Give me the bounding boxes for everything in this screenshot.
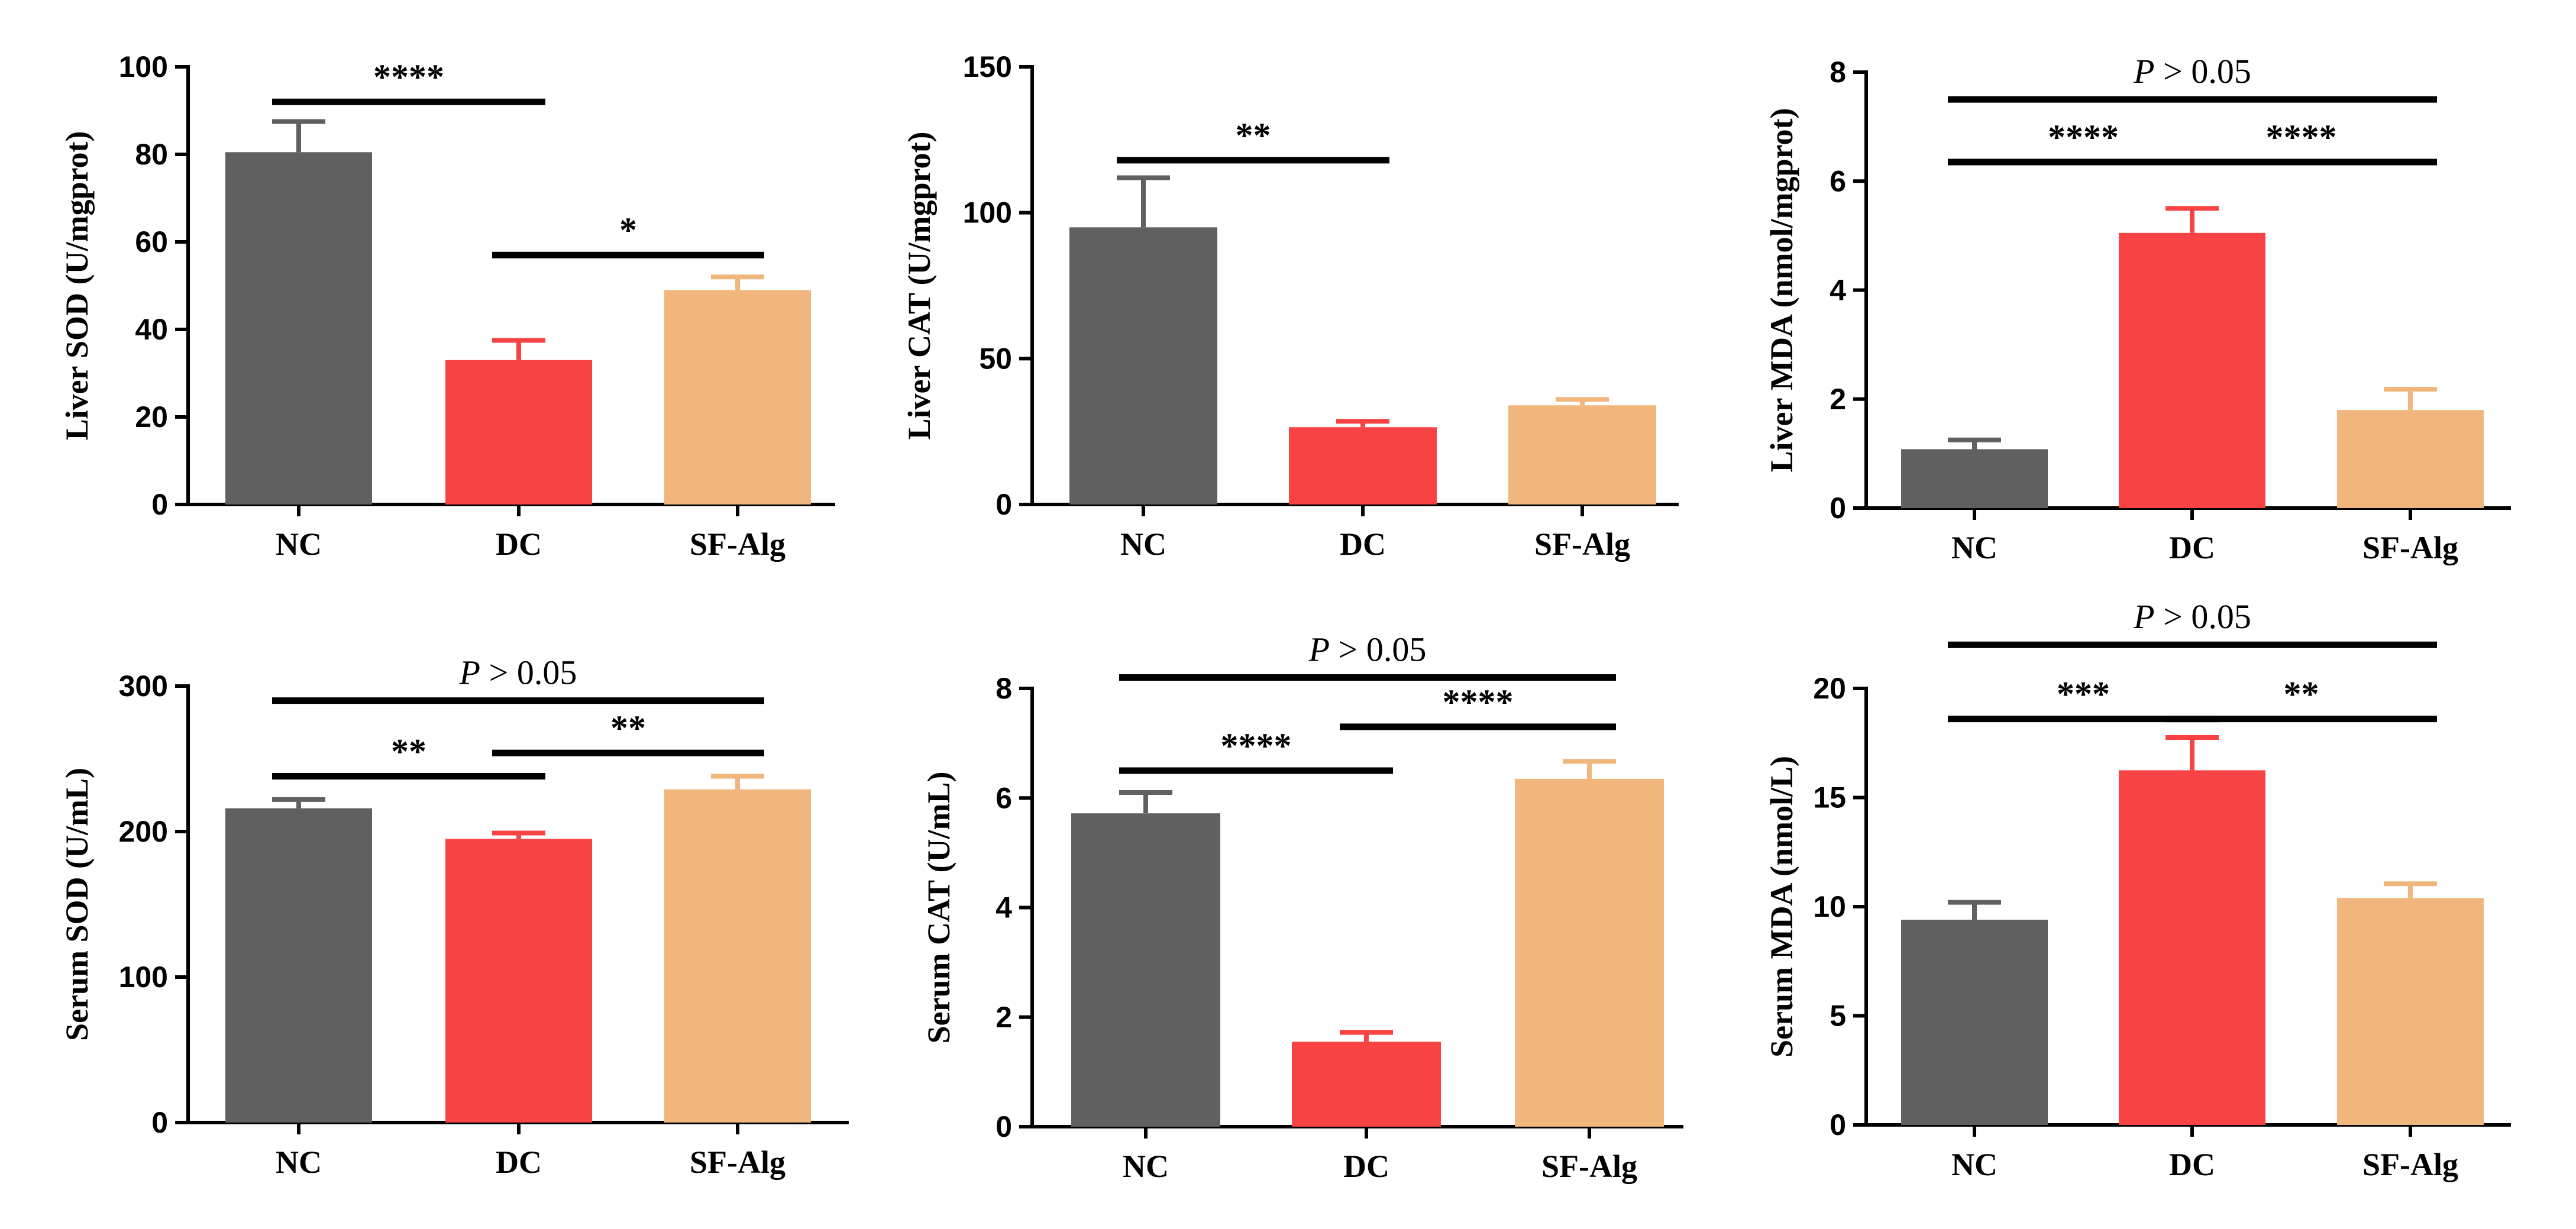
y-tick-label: 60 <box>135 225 168 258</box>
x-tick-label: SF-Alg <box>1534 526 1630 562</box>
y-tick-label: 0 <box>1830 1108 1846 1141</box>
y-tick-label: 5 <box>1830 1000 1846 1033</box>
bar-sf-alg <box>664 290 811 504</box>
significance-label: ** <box>391 732 426 771</box>
y-tick-label: 200 <box>119 815 168 848</box>
y-axis-title: Liver MDA (nmol/mgprot) <box>1764 108 1799 473</box>
x-tick-label: DC <box>1340 526 1386 562</box>
bar-dc <box>445 839 592 1123</box>
panel-liver-cat: 0 50 100 150 Liver CAT (U/mgprot) NC DC SF-Alg *… <box>901 50 1679 562</box>
significance-label: P > 0.05 <box>1308 630 1427 668</box>
significance-label: * <box>619 211 637 250</box>
y-tick-label: 100 <box>119 50 168 83</box>
significance-label: P > 0.05 <box>2133 52 2251 90</box>
y-tick-label: 100 <box>119 960 168 994</box>
y-tick-label: 40 <box>135 313 168 346</box>
bar-sf-alg <box>2337 898 2484 1125</box>
bar-sf-alg <box>2337 410 2484 508</box>
bar-nc <box>1071 813 1220 1127</box>
y-tick-label: 300 <box>119 670 168 703</box>
x-tick-label: SF-Alg <box>690 526 786 562</box>
bar-sf-alg <box>1508 405 1656 504</box>
x-tick-label: DC <box>2169 1147 2215 1182</box>
y-tick-label: 6 <box>996 781 1012 814</box>
y-tick-label: 2 <box>1830 383 1846 416</box>
y-tick-label: 10 <box>1813 890 1846 923</box>
bar-sf-alg <box>1515 778 1664 1127</box>
y-axis-title: Liver CAT (U/mgprot) <box>901 132 937 440</box>
y-tick-label: 0 <box>996 488 1012 521</box>
y-tick-label: 20 <box>1813 672 1846 705</box>
significance-label: **** <box>2048 118 2119 157</box>
bar-dc <box>445 360 592 504</box>
significance-label: *** <box>2057 675 2110 714</box>
y-tick-label: 4 <box>996 891 1012 924</box>
significance-label: ** <box>2284 675 2319 714</box>
y-axis-title: Serum MDA (nmol/L) <box>1764 756 1799 1057</box>
y-axis-title: Serum SOD (U/mL) <box>59 768 95 1041</box>
y-tick-label: 0 <box>151 488 168 521</box>
x-tick-label: SF-Alg <box>2362 1147 2458 1182</box>
y-axis-title: Serum CAT (U/mL) <box>921 772 956 1044</box>
bar-dc <box>1289 427 1437 504</box>
bar-nc <box>225 808 372 1123</box>
x-tick-label: NC <box>1951 1147 1998 1182</box>
y-tick-label: 20 <box>135 400 168 434</box>
bar-nc <box>225 152 372 504</box>
x-tick-label: DC <box>496 526 542 562</box>
x-tick-label: NC <box>276 526 322 562</box>
significance-label: P > 0.05 <box>2133 597 2251 636</box>
y-tick-label: 100 <box>963 196 1012 229</box>
panel-serum-mda: 0 5 10 15 20 Serum MDA (nmol/L) NC DC SF-Alg P > … <box>1764 597 2511 1182</box>
bar-dc <box>2119 232 2265 508</box>
x-tick-label: NC <box>1951 530 1998 565</box>
bar-nc <box>1069 227 1217 504</box>
y-tick-label: 80 <box>135 138 168 171</box>
significance-label: P > 0.05 <box>459 654 577 692</box>
y-tick-label: 4 <box>1830 274 1846 307</box>
x-tick-label: NC <box>276 1144 322 1180</box>
bar-sf-alg <box>664 789 811 1123</box>
y-tick-label: 150 <box>963 50 1012 83</box>
bar-nc <box>1901 920 2048 1125</box>
x-tick-label: DC <box>1343 1149 1389 1184</box>
significance-label: **** <box>2266 118 2337 157</box>
significance-label: ** <box>1236 116 1271 155</box>
panel-serum-cat: 0 2 4 6 8 Serum CAT (U/mL) NC DC SF-Alg P > 0.05 *… <box>921 630 1683 1184</box>
significance-label: **** <box>373 57 444 96</box>
significance-label: **** <box>1221 726 1292 765</box>
x-tick-label: DC <box>2169 530 2215 565</box>
panel-liver-sod: 0 20 40 60 80 100 Liver SOD (U/mgprot) NC DC SF-A… <box>59 50 835 562</box>
y-tick-label: 0 <box>151 1106 168 1139</box>
significance-label: ** <box>610 709 646 748</box>
y-axis-title: Liver SOD (U/mgprot) <box>59 131 95 441</box>
bar-nc <box>1901 449 2048 508</box>
y-tick-label: 0 <box>996 1110 1012 1143</box>
x-tick-label: SF-Alg <box>690 1144 786 1180</box>
panel-serum-sod: 0 100 200 300 Serum SOD (U/mL) NC DC SF-Alg P > … <box>59 654 849 1180</box>
y-tick-label: 6 <box>1830 164 1846 198</box>
x-tick-label: NC <box>1120 526 1166 562</box>
y-tick-label: 0 <box>1830 491 1846 525</box>
x-tick-label: SF-Alg <box>1541 1149 1637 1184</box>
y-tick-label: 50 <box>979 342 1012 375</box>
panel-liver-mda: 0 2 4 6 8 Liver MDA (nmol/mgprot) NC DC SF-Alg P … <box>1764 52 2511 565</box>
x-tick-label: SF-Alg <box>2362 530 2458 565</box>
x-tick-label: NC <box>1123 1149 1169 1184</box>
y-tick-label: 15 <box>1813 781 1846 814</box>
x-tick-label: DC <box>496 1144 542 1180</box>
y-tick-label: 8 <box>1830 56 1846 89</box>
significance-label: **** <box>1443 683 1514 722</box>
bar-dc <box>1292 1042 1441 1127</box>
y-tick-label: 8 <box>996 672 1012 705</box>
y-tick-label: 2 <box>996 1001 1012 1034</box>
bar-dc <box>2119 770 2265 1125</box>
